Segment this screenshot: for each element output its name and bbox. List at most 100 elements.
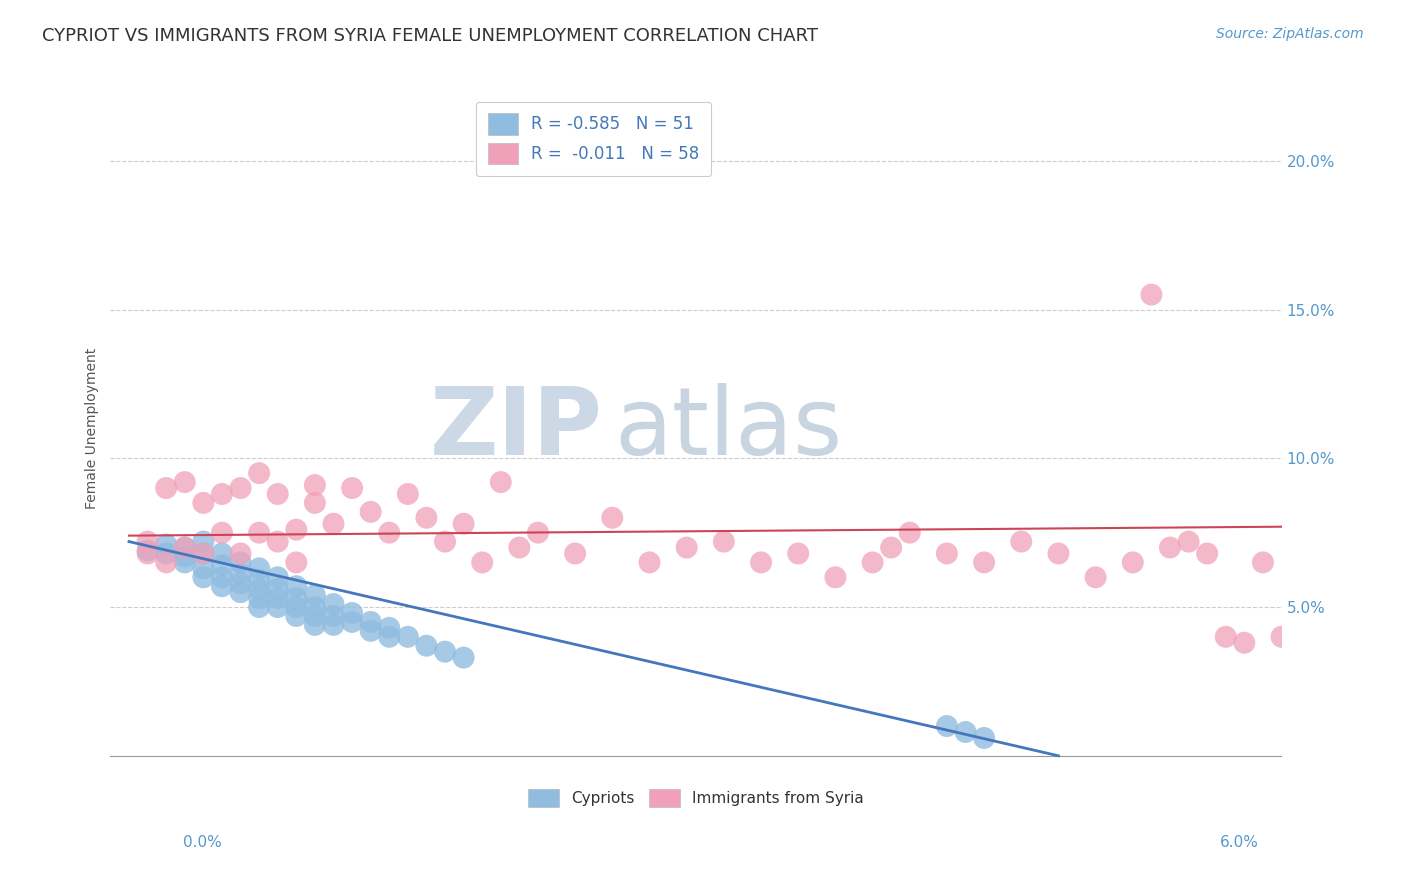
Point xyxy=(1122,556,1144,570)
Point xyxy=(267,534,290,549)
Point xyxy=(955,725,977,739)
Point xyxy=(564,547,586,561)
Point xyxy=(675,541,697,555)
Point xyxy=(1159,541,1181,555)
Point xyxy=(211,525,233,540)
Point xyxy=(247,600,270,615)
Point xyxy=(304,600,326,615)
Point xyxy=(136,534,159,549)
Point xyxy=(247,561,270,575)
Point xyxy=(453,650,475,665)
Point xyxy=(285,523,308,537)
Point xyxy=(304,478,326,492)
Point xyxy=(285,600,308,615)
Point xyxy=(173,549,195,564)
Point xyxy=(434,534,457,549)
Text: Source: ZipAtlas.com: Source: ZipAtlas.com xyxy=(1216,27,1364,41)
Point xyxy=(285,556,308,570)
Point xyxy=(1270,630,1292,644)
Point xyxy=(527,525,550,540)
Text: 0.0%: 0.0% xyxy=(183,836,222,850)
Point xyxy=(229,481,252,495)
Point xyxy=(247,591,270,606)
Point xyxy=(173,541,195,555)
Point xyxy=(193,561,215,575)
Point xyxy=(1233,636,1256,650)
Point xyxy=(1215,630,1237,644)
Point xyxy=(211,487,233,501)
Point xyxy=(340,481,363,495)
Point xyxy=(1177,534,1199,549)
Point xyxy=(304,496,326,510)
Point xyxy=(1197,547,1219,561)
Point xyxy=(935,719,957,733)
Point xyxy=(1289,624,1312,638)
Point xyxy=(415,639,437,653)
Point xyxy=(229,567,252,582)
Point xyxy=(862,556,884,570)
Point xyxy=(136,547,159,561)
Text: atlas: atlas xyxy=(614,383,842,475)
Point xyxy=(211,558,233,573)
Point xyxy=(396,487,419,501)
Point xyxy=(322,516,344,531)
Point xyxy=(322,609,344,624)
Point xyxy=(340,606,363,620)
Point xyxy=(155,481,177,495)
Point xyxy=(304,609,326,624)
Point xyxy=(285,609,308,624)
Point xyxy=(638,556,661,570)
Point xyxy=(1084,570,1107,584)
Point xyxy=(415,510,437,524)
Point xyxy=(136,543,159,558)
Point xyxy=(396,630,419,644)
Point xyxy=(247,582,270,597)
Point xyxy=(211,547,233,561)
Point xyxy=(247,574,270,588)
Point xyxy=(378,621,401,635)
Point xyxy=(935,547,957,561)
Point xyxy=(155,556,177,570)
Point xyxy=(211,579,233,593)
Point xyxy=(973,731,995,745)
Text: ZIP: ZIP xyxy=(429,383,602,475)
Text: CYPRIOT VS IMMIGRANTS FROM SYRIA FEMALE UNEMPLOYMENT CORRELATION CHART: CYPRIOT VS IMMIGRANTS FROM SYRIA FEMALE … xyxy=(42,27,818,45)
Point xyxy=(267,600,290,615)
Point xyxy=(602,510,624,524)
Point xyxy=(360,615,382,629)
Point xyxy=(285,591,308,606)
Legend: Cypriots, Immigrants from Syria: Cypriots, Immigrants from Syria xyxy=(520,781,872,814)
Point xyxy=(193,547,215,561)
Point xyxy=(304,618,326,632)
Point xyxy=(155,537,177,551)
Text: 6.0%: 6.0% xyxy=(1219,836,1258,850)
Point xyxy=(787,547,810,561)
Point xyxy=(229,556,252,570)
Point xyxy=(267,591,290,606)
Point xyxy=(898,525,921,540)
Point xyxy=(378,525,401,540)
Point xyxy=(193,547,215,561)
Point xyxy=(1140,287,1163,301)
Point xyxy=(267,487,290,501)
Point xyxy=(247,466,270,480)
Point xyxy=(193,496,215,510)
Point xyxy=(360,624,382,638)
Point xyxy=(340,615,363,629)
Point xyxy=(322,618,344,632)
Point xyxy=(211,570,233,584)
Point xyxy=(360,505,382,519)
Point xyxy=(508,541,530,555)
Y-axis label: Female Unemployment: Female Unemployment xyxy=(86,348,100,509)
Point xyxy=(434,645,457,659)
Point xyxy=(489,475,512,489)
Point xyxy=(880,541,903,555)
Point xyxy=(285,579,308,593)
Point xyxy=(173,556,195,570)
Point xyxy=(749,556,772,570)
Point xyxy=(173,475,195,489)
Point xyxy=(1047,547,1070,561)
Point xyxy=(267,570,290,584)
Point xyxy=(471,556,494,570)
Point xyxy=(229,585,252,599)
